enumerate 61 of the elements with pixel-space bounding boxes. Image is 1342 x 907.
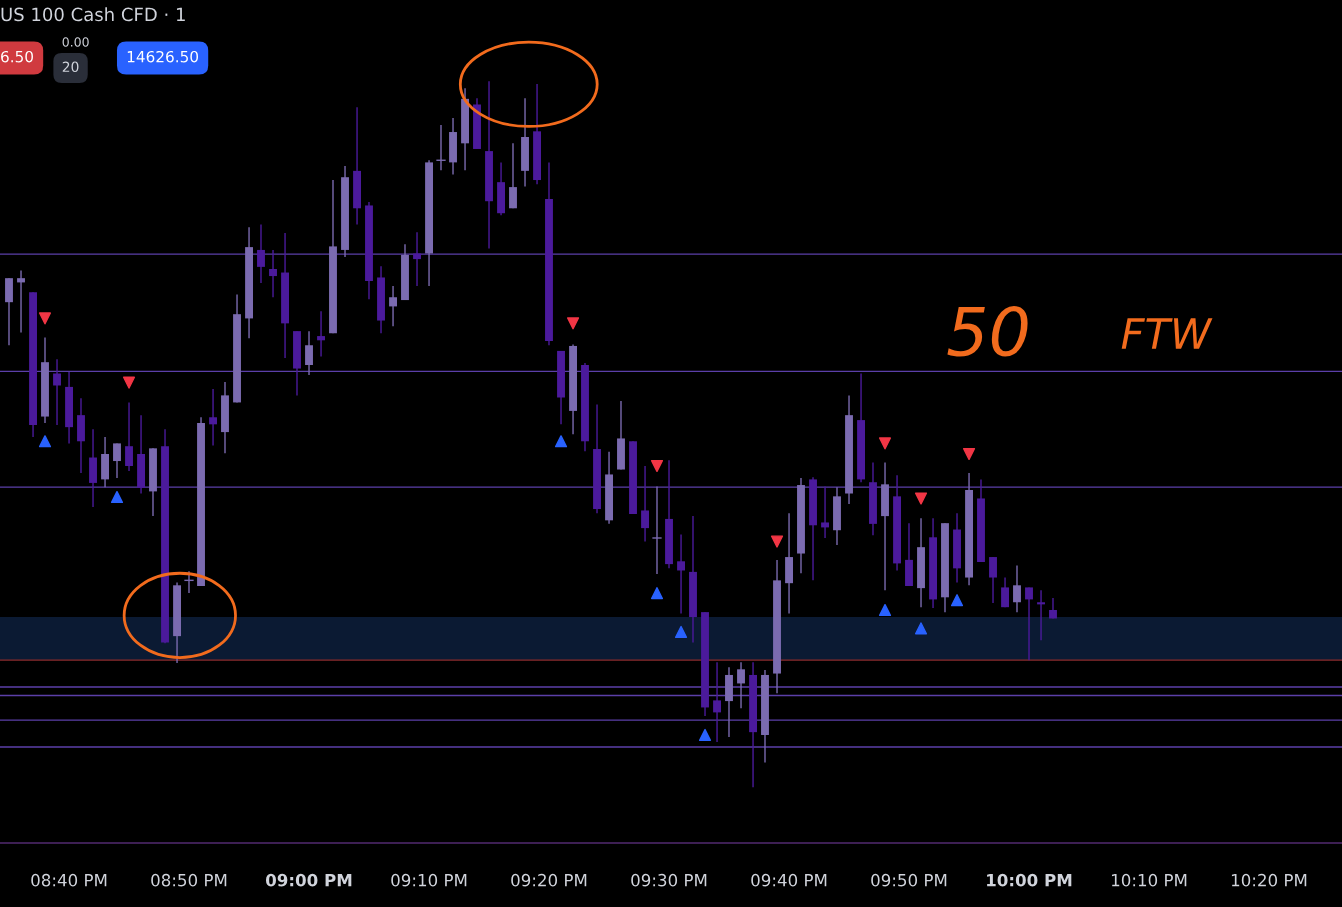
- x-tick-label: 08:40 PM: [31, 873, 107, 887]
- candlestick: [737, 661, 745, 709]
- point: [962, 447, 976, 461]
- candlestick: [1001, 576, 1009, 608]
- point: [878, 437, 892, 450]
- point: [770, 535, 784, 548]
- text: 0.00: [62, 37, 89, 47]
- annotation: FTW: [1121, 318, 1213, 349]
- candlestick: [713, 661, 721, 743]
- text: 6.50: [1, 50, 33, 63]
- candlestick: [269, 249, 277, 298]
- candlestick: [317, 310, 325, 358]
- point: [878, 603, 892, 617]
- x-tick-label: 09:50 PM: [871, 873, 947, 887]
- x-tick-label: 10:10 PM: [1111, 873, 1187, 887]
- point: [38, 312, 52, 325]
- point: [554, 435, 568, 448]
- candlestick: [1013, 564, 1021, 613]
- x-tick-label: 09:20 PM: [511, 873, 587, 887]
- x-tick-label: 09:30 PM: [631, 873, 707, 887]
- point: [674, 625, 688, 638]
- candlestick: [125, 401, 133, 472]
- candlestick: [509, 142, 517, 209]
- x-tick-label: 09:40 PM: [751, 873, 827, 887]
- candlestick: [257, 223, 265, 284]
- text: 20: [62, 61, 79, 73]
- point: [566, 317, 580, 330]
- point: [650, 586, 664, 600]
- candlestick: [652, 485, 662, 575]
- candlestick: [184, 570, 194, 594]
- text: 14626.50: [127, 50, 199, 63]
- point: [698, 728, 712, 742]
- point: [122, 376, 136, 389]
- candlestick: [821, 485, 829, 539]
- point: [914, 492, 928, 505]
- candlestick: [1037, 589, 1045, 642]
- candlestick: [989, 556, 997, 604]
- point: [650, 459, 664, 473]
- x-tick-label: 10:20 PM: [1231, 873, 1307, 887]
- candlestick: [17, 269, 25, 334]
- chart-title: US 100 Cash CFD · 1: [1, 7, 185, 22]
- point: [38, 435, 52, 448]
- x-tick-label: 09:10 PM: [391, 873, 467, 887]
- point: [950, 594, 964, 607]
- annotation: 50: [947, 306, 1028, 357]
- candlestick: [5, 277, 13, 346]
- candlestick: [209, 388, 217, 447]
- x-tick-label: 10:00 PM: [987, 873, 1072, 887]
- candlestick: [413, 231, 421, 287]
- candlestick: [53, 358, 61, 426]
- candlestick: [1025, 586, 1033, 661]
- candlestick: [113, 442, 121, 479]
- point: [914, 622, 928, 635]
- point: [110, 490, 124, 504]
- candlestick: [389, 285, 397, 327]
- x-tick-label: 09:00 PM: [265, 873, 352, 887]
- x-tick-label: 08:50 PM: [151, 873, 227, 887]
- candlestick: [436, 124, 446, 171]
- candlestick: [641, 465, 649, 543]
- candlestick: [305, 330, 313, 376]
- candlestick: [677, 533, 685, 615]
